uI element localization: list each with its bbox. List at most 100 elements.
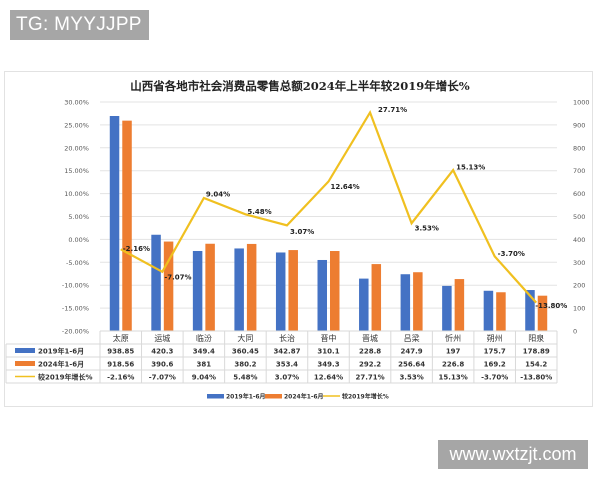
right-axis-tick: 300	[573, 259, 585, 267]
table-cell: 197	[446, 348, 461, 356]
table-cell: 3.53%	[399, 374, 423, 382]
left-axis-tick: 10.00%	[64, 190, 89, 198]
bar-2024	[246, 243, 257, 331]
table-cell: 292.2	[359, 361, 381, 369]
table-cell: -13.80%	[520, 374, 552, 382]
category-label: 晋城	[362, 334, 378, 343]
left-axis: 30.00% 25.00% 20.00% 15.00% 10.00% 5.00% 0.00%…	[62, 99, 89, 336]
table-cell: 918.56	[107, 361, 134, 369]
table-cell: 390.6	[151, 361, 173, 369]
table-cell: 938.85	[107, 348, 134, 356]
left-axis-tick: 5.00%	[68, 213, 89, 221]
table-cell: 349.4	[193, 348, 215, 356]
category-label: 运城	[154, 334, 170, 343]
left-axis-tick: 0.00%	[68, 236, 89, 244]
table-cell: 169.2	[484, 361, 506, 369]
table-cell: -3.70%	[481, 374, 508, 382]
bar-2019	[151, 234, 161, 331]
growth-line	[120, 109, 538, 304]
right-axis-tick: 200	[573, 282, 585, 290]
bar-2024	[330, 251, 340, 331]
line-data-label: 12.64%	[331, 183, 360, 191]
chart-title: 山西省各地市社会消费品零售总额2024年上半年较2019年增长%	[130, 79, 470, 93]
category-label: 忻州	[445, 333, 461, 343]
table-cell: 310.1	[317, 348, 339, 356]
line-data-label: -2.16%	[123, 245, 150, 253]
table-cell: 3.07%	[275, 374, 299, 382]
bar-2024	[371, 264, 382, 331]
bar-2024	[413, 272, 423, 331]
right-axis-tick: 100	[573, 305, 585, 313]
category-label: 大同	[237, 333, 253, 343]
bar-2024	[122, 120, 132, 332]
category-label: 晋中	[321, 333, 337, 343]
left-axis-tick: 15.00%	[64, 167, 89, 175]
bar-2019	[234, 248, 244, 331]
left-axis-tick: -20.00%	[62, 328, 89, 336]
table-row-header: 2024年1-6月	[38, 360, 84, 369]
bar-2019	[525, 290, 535, 331]
bar-2019	[400, 274, 411, 331]
category-label: 太原	[113, 333, 129, 343]
bar-2019	[317, 259, 327, 331]
right-axis-tick: 600	[573, 190, 585, 198]
legend: 2019年1-6月 2024年1-6月 较2019年增长%	[207, 393, 389, 401]
legend-label: 2024年1-6月	[284, 393, 324, 401]
line-data-label: 9.04%	[206, 190, 230, 198]
table-cell: 420.3	[151, 348, 173, 356]
table-cell: 5.48%	[233, 374, 257, 382]
legend-label: 2019年1-6月	[226, 393, 266, 401]
table-cell: -2.16%	[107, 374, 134, 382]
category-label: 长治	[279, 333, 295, 343]
table-cell: 27.71%	[355, 374, 384, 382]
right-axis-tick: 1000	[573, 99, 590, 107]
category-label: 吕梁	[404, 334, 420, 343]
bar-2024	[537, 295, 548, 331]
table-cell: 380.2	[234, 361, 256, 369]
bar-2019	[483, 290, 494, 331]
bar-2019	[275, 252, 286, 331]
bar-2019	[192, 250, 203, 331]
bar-2019	[359, 278, 369, 331]
table-cell: 381	[197, 361, 212, 369]
left-axis-tick: -5.00%	[66, 259, 89, 267]
table-cell: 12.64%	[314, 374, 343, 382]
watermark-bottom: www.wxtzjt.com	[438, 440, 588, 469]
line-data-label: 27.71%	[378, 106, 407, 114]
line-data-label: 3.53%	[415, 225, 439, 233]
bar-2019	[109, 116, 120, 331]
line-data-label: 15.13%	[456, 164, 485, 172]
left-axis-tick: -10.00%	[62, 282, 89, 290]
left-axis-tick: -15.00%	[62, 305, 89, 313]
table-cell: 178.89	[523, 348, 550, 356]
line-series: -2.16% -7.07% 9.04% 5.48% 3.07% 12.64% 27.71% 3…	[120, 106, 567, 310]
table-cell: 15.13%	[439, 374, 468, 382]
line-data-label: -3.70%	[498, 250, 525, 258]
table-cell: 342.87	[273, 348, 300, 356]
table-cell: -7.07%	[149, 374, 176, 382]
table-row-header: 2019年1-6月	[38, 347, 84, 356]
table-cell: 228.8	[359, 348, 381, 356]
table-cell: 256.64	[398, 361, 425, 369]
right-axis-tick: 400	[573, 236, 585, 244]
bar-2024	[496, 292, 506, 331]
right-axis-tick: 800	[573, 144, 585, 152]
right-axis-tick: 500	[573, 213, 585, 221]
bar-2024	[454, 279, 465, 331]
category-label: 临汾	[196, 333, 212, 343]
line-data-label: -13.80%	[535, 302, 567, 310]
table-cell: 154.2	[525, 361, 547, 369]
legend-label: 较2019年增长%	[342, 393, 389, 401]
right-axis-tick: 900	[573, 121, 585, 129]
table-cell: 349.3	[317, 361, 339, 369]
right-axis-tick: 0	[573, 328, 577, 336]
gridlines	[100, 101, 557, 332]
table-cell: 247.9	[401, 348, 423, 356]
right-axis-tick: 700	[573, 167, 585, 175]
left-axis-tick: 25.00%	[64, 121, 89, 129]
watermark-top: TG: MYYJJPP	[10, 10, 149, 40]
legend-swatch	[207, 394, 224, 399]
category-label: 朔州	[487, 333, 503, 343]
